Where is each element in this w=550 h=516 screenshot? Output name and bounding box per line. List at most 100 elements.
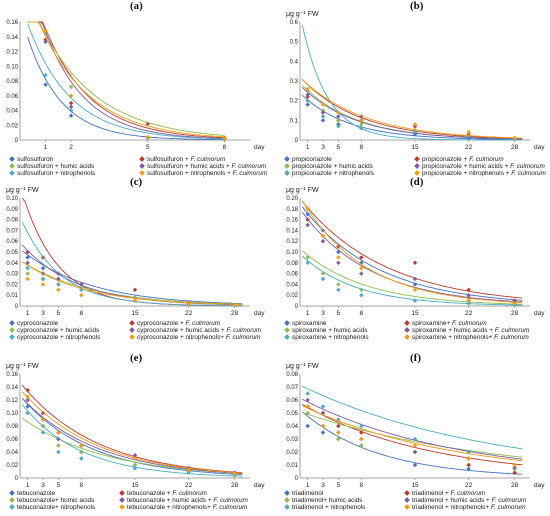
chart-panel-b: 0 0.1 0.2 0.3 0.4 0.5 0.6 1 3 5 8 15 22 28 day (290, 20, 546, 151)
data-point (132, 287, 138, 292)
series-fit-curve (21, 244, 243, 306)
legend-label-text: triadimenol + humic acids + (412, 497, 492, 504)
legend-item: propiconazole + humic acids + F. culmoru… (414, 162, 545, 170)
data-point (132, 298, 138, 303)
legend-label: sulfosulfuron + humic acids + F. culmoru… (147, 163, 266, 170)
data-point (232, 471, 237, 477)
data-point (145, 134, 150, 140)
data-point (25, 260, 30, 265)
x-tick-label: 5 (337, 482, 341, 489)
legend-marker-icon (9, 333, 15, 340)
series-fit-curve (302, 405, 523, 462)
legend-label-text: tebuconazole + humic acids + (127, 497, 214, 504)
x-tick-label: 22 (465, 482, 473, 489)
y-tick-label: 0.07 (6, 228, 18, 234)
y-tick-label: 0.08 (6, 218, 18, 224)
legend-label: triadimenol + F. culmorum (412, 490, 485, 497)
data-point (412, 276, 418, 282)
y-tick-label: 0.2 (290, 99, 299, 105)
data-point (466, 298, 471, 303)
legend-item: spiroxamine + nitrophenols (284, 333, 369, 341)
data-point (145, 121, 150, 126)
legend-marker-icon (404, 503, 410, 510)
y-tick-label: 0.05 (286, 411, 298, 417)
data-point (320, 102, 326, 107)
data-point (320, 233, 326, 238)
y-tick-label: 0.10 (6, 196, 18, 202)
y-axis-unit-label: μg g⁻¹ FW (286, 187, 319, 194)
legend-label: tebuconazole+ nitrophenols (17, 504, 95, 511)
y-tick-label: 0.5 (290, 40, 299, 46)
panel-label: (e) (130, 352, 143, 364)
x-tick-label: 8 (360, 482, 364, 489)
legend-marker-icon (139, 169, 145, 176)
legend-marker-icon (9, 169, 15, 176)
legend-item: propiconazole + nitrophenols + F. culmor… (414, 169, 546, 177)
data-point (305, 260, 310, 265)
chart-panel-a: 0 0.02 0.04 0.06 0.08 0.10 0.12 0.14 0.16 1 2 5 8 day (6, 20, 265, 151)
data-point (359, 260, 364, 265)
legend-label-text: propiconazole + nitrophenols + (422, 170, 512, 177)
legend-item: cyproconazole + humic acids + F. culmoru… (129, 326, 261, 334)
data-point (336, 118, 341, 123)
data-point (359, 423, 364, 429)
series-fit-curve (21, 398, 243, 474)
legend-label: propiconazole + nitrophenols (292, 170, 374, 177)
data-point (320, 410, 326, 416)
series-fit-curve (301, 79, 523, 139)
legend-marker-icon (284, 496, 290, 503)
legend-item: tebuconazole + nitrophenols+ F. culmorum (119, 503, 247, 511)
legend-label: spiroxamine+ F. culmorum (412, 320, 487, 327)
data-point (56, 430, 61, 435)
legend-item: spiroxamine+ F. culmorum (404, 319, 487, 327)
y-tick-label: 0.10 (6, 411, 18, 417)
x-tick-label: 28 (231, 482, 239, 489)
data-point (466, 133, 471, 139)
data-point (43, 72, 48, 78)
legend-label-text: tebuconazole+ humic acids (17, 497, 95, 504)
chart-panel-d: 0 0.02 0.04 0.06 0.08 0.10 0.12 0.14 0.16 0.18 0.2… (286, 196, 545, 317)
data-point (305, 423, 310, 429)
legend-item: spiroxamine + humic acids + F. culmorum (404, 326, 529, 334)
y-tick-label: 0.01 (286, 463, 298, 469)
legend-label: triadimenol + nitrophenols (292, 504, 365, 511)
series-fit-curve (27, 37, 225, 141)
series-fit-curve (21, 384, 243, 474)
y-tick-label: 0.12 (6, 50, 18, 56)
series-fit-curve (21, 197, 243, 307)
legend-label: cyproconazole + nitrophenols (17, 334, 100, 341)
legend-label-text: spiroxamine+ (412, 320, 452, 327)
x-axis-title: day (534, 310, 545, 317)
legend-label-text: triadimenol+ humic acids (292, 497, 363, 504)
legend-label-text: propiconazole + humic acids + (422, 163, 511, 170)
data-point (25, 276, 30, 282)
data-point (320, 423, 326, 429)
legend-label: tebuconazole+ humic acids (17, 497, 94, 504)
data-point (466, 287, 471, 292)
data-point (336, 282, 341, 287)
y-tick-label: 0.20 (286, 196, 298, 202)
legend-label-species: F. culmorum (225, 334, 261, 341)
data-point (359, 293, 364, 298)
data-point (412, 298, 418, 303)
legend-label-text: triadimenol + nitrophenols (292, 504, 366, 511)
y-tick-label: 0 (15, 476, 19, 482)
data-point (466, 466, 471, 472)
legend-marker-icon (404, 326, 410, 333)
legend-label-text: sulfosulfuron + nitrophenols + (147, 170, 233, 177)
legend-marker-icon (119, 496, 125, 503)
series-fit-curve (27, 23, 225, 140)
legend-label-text: spiroxamine + nitrophenols+ (412, 334, 495, 341)
legend-marker-icon (9, 326, 15, 333)
legend-label-text: tebuconazole (17, 490, 56, 497)
legend-label-text: sulfosulfuron (17, 156, 54, 163)
y-tick-label: 0.04 (286, 282, 298, 288)
data-point (40, 282, 46, 287)
data-point (412, 260, 418, 265)
data-point (305, 397, 310, 403)
y-axis-unit-label: μg g⁻¹ FW (286, 11, 319, 18)
legend-label-text: spiroxamine + humic acids + (412, 327, 495, 334)
x-axis-title: day (254, 144, 265, 151)
data-point (68, 93, 74, 98)
data-point (305, 92, 310, 97)
